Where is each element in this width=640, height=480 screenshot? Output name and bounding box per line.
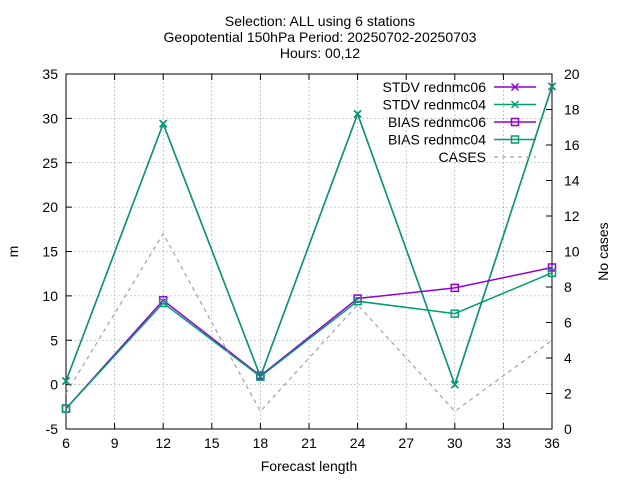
data-point-square-marker	[510, 117, 520, 127]
data-point-square-marker	[450, 283, 460, 293]
x-tick-label: 6	[62, 435, 70, 451]
y2-tick-label: 0	[564, 421, 572, 437]
data-series	[61, 82, 557, 413]
y2-tick-label: 12	[564, 208, 580, 224]
data-point-square-marker	[510, 135, 520, 144]
x-tick-label: 30	[447, 435, 463, 451]
x-tick-label: 12	[155, 435, 171, 451]
legend-label: BIAS rednmc04	[388, 132, 486, 148]
legend-label: BIAS rednmc06	[388, 114, 486, 130]
series-line	[65, 266, 553, 410]
series-line	[65, 272, 553, 410]
y-tick-label: 0	[50, 377, 58, 393]
data-point-x-marker	[61, 377, 71, 386]
y2-axis-ticks: 0 2 4 6 8 10 12 14 16 18 20	[546, 66, 580, 437]
legend-label: STDV rednmc06	[383, 79, 487, 95]
x-tick-label: 24	[350, 435, 366, 451]
y-tick-label: 25	[42, 155, 58, 171]
data-point-x-marker	[159, 119, 168, 128]
x-axis-ticks: 6 9 12 15 18 21 24 27 30 33 36	[62, 74, 560, 451]
data-point-x-marker	[510, 100, 520, 109]
data-point-square-marker	[158, 298, 168, 308]
data-point-x-marker	[450, 380, 459, 389]
y2-tick-label: 10	[564, 244, 580, 260]
y-tick-label: 35	[42, 66, 58, 82]
data-point-square-marker	[450, 309, 460, 318]
title-line: Geopotential 150hPa Period: 20250702-202…	[164, 29, 477, 45]
y2-tick-label: 4	[564, 350, 572, 366]
y-tick-label: 10	[42, 288, 58, 304]
y2-tick-label: 16	[564, 137, 580, 153]
y2-tick-label: 8	[564, 279, 572, 295]
x-axis-label: Forecast length	[261, 458, 358, 474]
data-point-x-marker	[510, 82, 520, 92]
data-point-x-marker	[353, 109, 362, 118]
chart-title: Selection: ALL using 6 stationsGeopotent…	[164, 13, 477, 61]
data-point-square-marker	[256, 372, 265, 381]
data-point-x-marker	[547, 82, 557, 91]
x-tick-label: 27	[398, 435, 414, 451]
data-point-square-marker	[61, 404, 71, 413]
y-tick-label: 15	[42, 244, 58, 260]
x-tick-label: 15	[204, 435, 220, 451]
y2-tick-label: 2	[564, 386, 572, 402]
y-tick-label: 5	[50, 332, 58, 348]
x-tick-label: 33	[496, 435, 512, 451]
legend-label: STDV rednmc04	[383, 97, 487, 113]
data-point-square-marker	[353, 296, 362, 306]
y-axis-ticks: -5 0 5 10 15 20 25 30 35	[42, 66, 72, 437]
data-point-square-marker	[547, 263, 557, 272]
data-point-square-marker	[547, 268, 557, 278]
title-line: Selection: ALL using 6 stations	[225, 13, 415, 29]
y2-tick-label: 14	[564, 173, 580, 189]
y-tick-label: 30	[42, 110, 58, 126]
y2-tick-label: 20	[564, 66, 580, 82]
x-tick-label: 18	[253, 435, 269, 451]
legend-label: CASES	[439, 149, 486, 165]
series-line	[65, 232, 553, 413]
x-tick-label: 21	[301, 435, 317, 451]
x-tick-label: 36	[544, 435, 560, 451]
y2-tick-label: 18	[564, 102, 580, 118]
y2-axis-label: No cases	[595, 222, 611, 280]
y-axis-label: m	[5, 246, 21, 258]
y2-tick-label: 6	[564, 315, 572, 331]
y-tick-label: 20	[42, 199, 58, 215]
title-line: Hours: 00,12	[280, 45, 360, 61]
x-tick-label: 9	[111, 435, 119, 451]
series-line	[65, 86, 553, 387]
y-tick-label: -5	[46, 421, 59, 437]
